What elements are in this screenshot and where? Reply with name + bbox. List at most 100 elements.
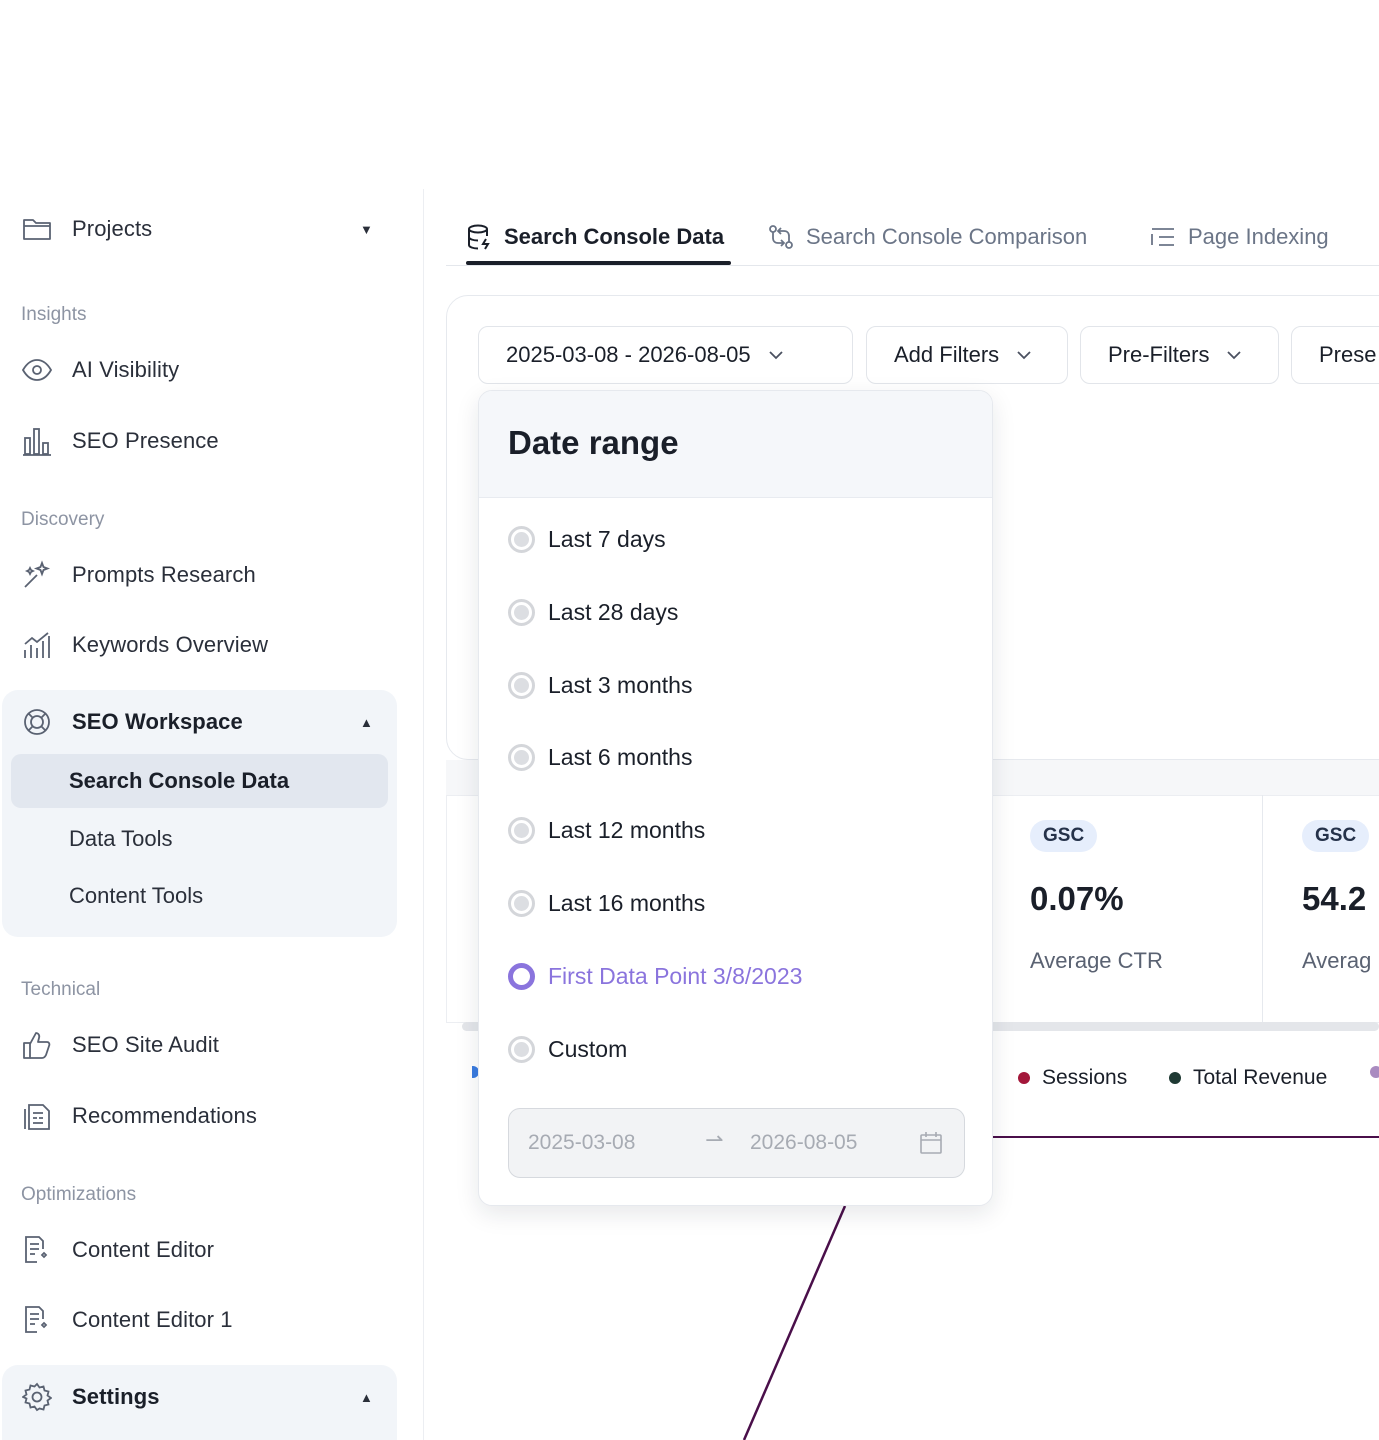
tab-search-console-comparison[interactable]: Search Console Comparison bbox=[768, 224, 1087, 250]
option-last-12-months[interactable]: Last 12 months bbox=[508, 817, 705, 844]
option-last-3-months[interactable]: Last 3 months bbox=[508, 672, 692, 699]
settings-group bbox=[2, 1365, 397, 1440]
sidebar-item-label: Settings bbox=[72, 1384, 160, 1409]
eye-icon bbox=[21, 354, 53, 386]
chevron-down-icon bbox=[768, 351, 783, 360]
chevron-down-icon bbox=[1017, 351, 1031, 360]
presets-label: Prese bbox=[1319, 342, 1377, 367]
section-technical: Technical bbox=[21, 979, 101, 1000]
sidebar-item-ai-visibility[interactable]: AI Visibility bbox=[0, 345, 400, 395]
trend-chart-icon bbox=[21, 629, 53, 661]
sidebar-item-label: Content Editor 1 bbox=[72, 1307, 233, 1332]
date-range-button[interactable]: 2025-03-08 - 2026-08-05 bbox=[478, 326, 853, 384]
caret-down-icon: ▼ bbox=[360, 221, 373, 237]
sidebar-item-keywords-overview[interactable]: Keywords Overview bbox=[0, 620, 400, 670]
option-last-7-days[interactable]: Last 7 days bbox=[508, 526, 666, 553]
sidebar-item-label: Prompts Research bbox=[72, 562, 256, 587]
end-date-field[interactable]: 2026-08-05 bbox=[750, 1131, 858, 1154]
pre-filters-label: Pre-Filters bbox=[1108, 342, 1210, 367]
gear-icon bbox=[21, 1381, 53, 1413]
source-badge: GSC bbox=[1302, 820, 1370, 852]
custom-date-range-input[interactable]: 2025-03-08 ⇀ 2026-08-05 bbox=[508, 1108, 965, 1178]
option-label: Last 16 months bbox=[548, 890, 706, 916]
sidebar-item-settings[interactable]: Settings ▲ bbox=[0, 1372, 400, 1422]
sidebar-item-seo-site-audit[interactable]: SEO Site Audit bbox=[0, 1020, 400, 1070]
tab-label: Search Console Data bbox=[504, 224, 725, 249]
start-date-field[interactable]: 2025-03-08 bbox=[528, 1131, 636, 1154]
dropdown-header: Date range bbox=[479, 391, 992, 498]
document-list-icon bbox=[21, 1100, 53, 1132]
option-label: First Data Point 3/8/2023 bbox=[548, 963, 803, 989]
option-last-28-days[interactable]: Last 28 days bbox=[508, 599, 678, 626]
radio-button[interactable] bbox=[508, 672, 535, 699]
sidebar-item-content-editor-1[interactable]: Content Editor 1 bbox=[0, 1295, 400, 1345]
tab-page-indexing[interactable]: Page Indexing bbox=[1150, 224, 1329, 250]
sidebar-item-label: SEO Workspace bbox=[72, 709, 243, 734]
option-label: Last 3 months bbox=[548, 672, 693, 698]
option-first-data-point[interactable]: First Data Point 3/8/2023 bbox=[508, 963, 802, 990]
projects-label: Projects bbox=[72, 216, 153, 241]
arrow-right-icon: ⇀ bbox=[705, 1127, 724, 1152]
option-label: Last 28 days bbox=[548, 599, 679, 625]
projects-selector[interactable]: Projects ▼ bbox=[0, 204, 400, 254]
radio-button[interactable] bbox=[508, 890, 535, 917]
sparkles-wand-icon bbox=[21, 559, 53, 591]
legend-dot bbox=[472, 1066, 479, 1078]
sidebar-item-seo-workspace[interactable]: SEO Workspace ▲ bbox=[0, 697, 400, 747]
date-range-dropdown: Date range Last 7 days Last 28 days Last… bbox=[478, 390, 993, 1206]
sidebar-item-label: SEO Site Audit bbox=[72, 1032, 219, 1057]
sidebar-item-label: AI Visibility bbox=[72, 357, 180, 382]
option-label: Last 7 days bbox=[548, 526, 666, 552]
legend-dot bbox=[1370, 1066, 1379, 1078]
date-range-label: 2025-03-08 - 2026-08-05 bbox=[506, 342, 751, 367]
option-last-6-months[interactable]: Last 6 months bbox=[508, 744, 692, 771]
radio-button[interactable] bbox=[508, 1036, 535, 1063]
sidebar-subitem-content-tools[interactable]: Content Tools bbox=[11, 869, 388, 923]
add-filters-label: Add Filters bbox=[894, 342, 1000, 367]
tab-search-console-data[interactable]: Search Console Data bbox=[466, 224, 724, 250]
sidebar-item-recommendations[interactable]: Recommendations bbox=[0, 1091, 400, 1141]
radio-button[interactable] bbox=[508, 526, 535, 553]
active-tab-indicator bbox=[466, 261, 731, 265]
tab-label: Page Indexing bbox=[1188, 224, 1329, 249]
section-discovery: Discovery bbox=[21, 509, 105, 530]
dropdown-title: Date range bbox=[508, 424, 679, 461]
option-label: Last 12 months bbox=[548, 817, 706, 843]
caret-up-icon: ▲ bbox=[360, 1389, 373, 1405]
legend-dot bbox=[1018, 1072, 1030, 1084]
stat-label: Averag bbox=[1302, 948, 1372, 973]
legend-item-partial-left[interactable] bbox=[472, 1066, 491, 1078]
radio-button-selected[interactable] bbox=[508, 963, 535, 990]
database-icon bbox=[466, 224, 492, 250]
option-last-16-months[interactable]: Last 16 months bbox=[508, 890, 705, 917]
pre-filters-button[interactable]: Pre-Filters bbox=[1080, 326, 1279, 384]
thumbs-up-icon bbox=[21, 1029, 53, 1061]
sidebar-subitem-search-console-data[interactable]: Search Console Data bbox=[11, 754, 388, 808]
sidebar-item-content-editor[interactable]: Content Editor bbox=[0, 1225, 400, 1275]
calendar-icon[interactable] bbox=[919, 1131, 943, 1155]
sidebar-item-seo-presence[interactable]: SEO Presence bbox=[0, 416, 400, 466]
folder-icon bbox=[21, 213, 53, 245]
add-filters-button[interactable]: Add Filters bbox=[866, 326, 1068, 384]
section-optimizations: Optimizations bbox=[21, 1184, 137, 1205]
sidebar-subitem-data-tools[interactable]: Data Tools bbox=[11, 812, 388, 866]
tab-label: Search Console Comparison bbox=[806, 224, 1088, 249]
sidebar-item-prompts-research[interactable]: Prompts Research bbox=[0, 550, 400, 600]
legend-label: Sessions bbox=[1042, 1066, 1128, 1089]
legend-item-total-revenue[interactable]: Total Revenue bbox=[1169, 1066, 1327, 1090]
sidebar-item-label: Recommendations bbox=[72, 1103, 257, 1128]
caret-up-icon: ▲ bbox=[360, 714, 373, 730]
sidebar-subitem-label: Content Tools bbox=[69, 883, 204, 908]
radio-button[interactable] bbox=[508, 599, 535, 626]
presets-button[interactable]: Prese bbox=[1291, 326, 1379, 384]
stats-divider bbox=[1262, 795, 1263, 1023]
stat-value: 54.2 bbox=[1302, 880, 1367, 917]
option-custom[interactable]: Custom bbox=[508, 1036, 627, 1063]
legend-item-sessions[interactable]: Sessions bbox=[1018, 1066, 1127, 1090]
radio-button[interactable] bbox=[508, 744, 535, 771]
radio-button[interactable] bbox=[508, 817, 535, 844]
list-indent-icon bbox=[1150, 224, 1176, 250]
source-badge: GSC bbox=[1030, 820, 1098, 852]
tab-bar bbox=[446, 189, 1379, 266]
legend-item-partial[interactable] bbox=[1370, 1066, 1379, 1078]
